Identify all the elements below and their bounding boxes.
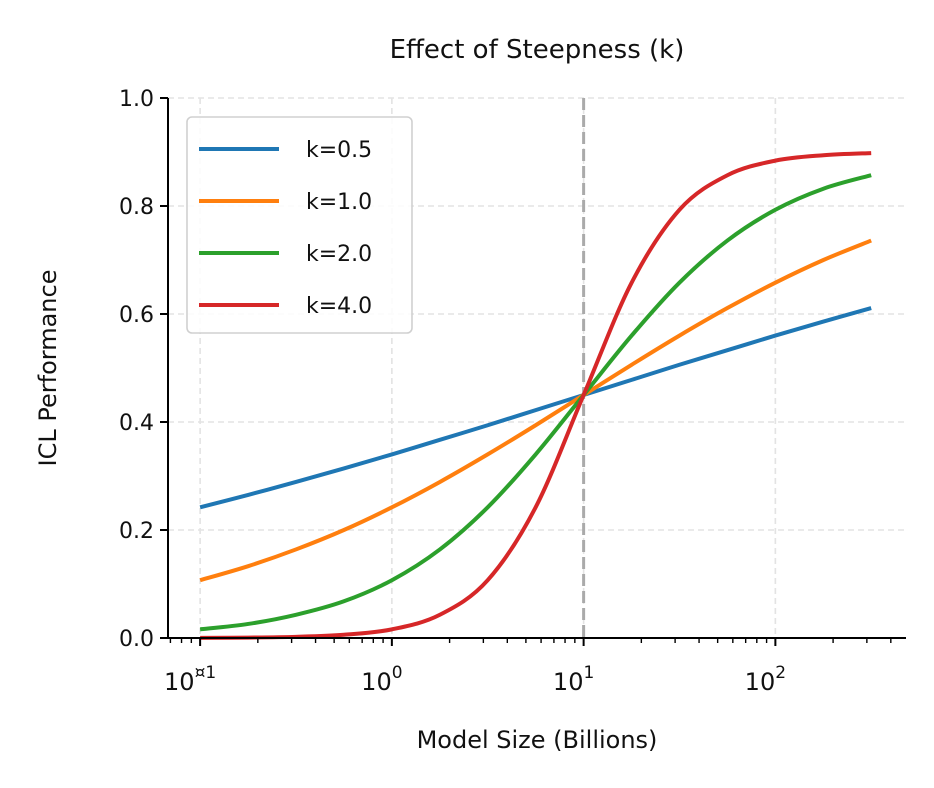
series-line-2 xyxy=(199,173,872,632)
y-tick-label: 0.8 xyxy=(119,195,154,220)
chart-title: Effect of Steepness (k) xyxy=(390,35,685,65)
legend-label: k=4.0 xyxy=(306,294,372,319)
y-tick-label: 0.2 xyxy=(119,519,154,544)
series-line-1 xyxy=(199,238,872,583)
axes: 0.0 0.2 0.4 0.6 0.8 1.0 10¤1 100 101 102 xyxy=(119,87,906,696)
y-tick-label: 0.0 xyxy=(119,627,154,652)
legend: k=0.5 k=1.0 k=2.0 k=4.0 xyxy=(186,116,413,334)
series-lines xyxy=(199,151,872,640)
legend-label: k=1.0 xyxy=(306,190,372,215)
x-tick-label: 101 xyxy=(553,663,594,696)
legend-label: k=2.0 xyxy=(306,242,372,267)
legend-label: k=0.5 xyxy=(306,138,372,163)
legend-box xyxy=(186,116,413,334)
x-tick-label: 10¤1 xyxy=(164,663,216,696)
y-tick-label: 0.6 xyxy=(119,303,154,328)
x-tick-label: 100 xyxy=(361,663,402,696)
x-axis-label: Model Size (Billions) xyxy=(417,726,658,754)
series-line-0 xyxy=(199,306,872,510)
x-tick-label: 102 xyxy=(745,663,786,696)
series-line-3 xyxy=(200,151,872,640)
y-tick-label: 0.4 xyxy=(119,411,154,436)
y-axis-label: ICL Performance xyxy=(34,270,62,467)
y-tick-label: 1.0 xyxy=(119,87,154,112)
